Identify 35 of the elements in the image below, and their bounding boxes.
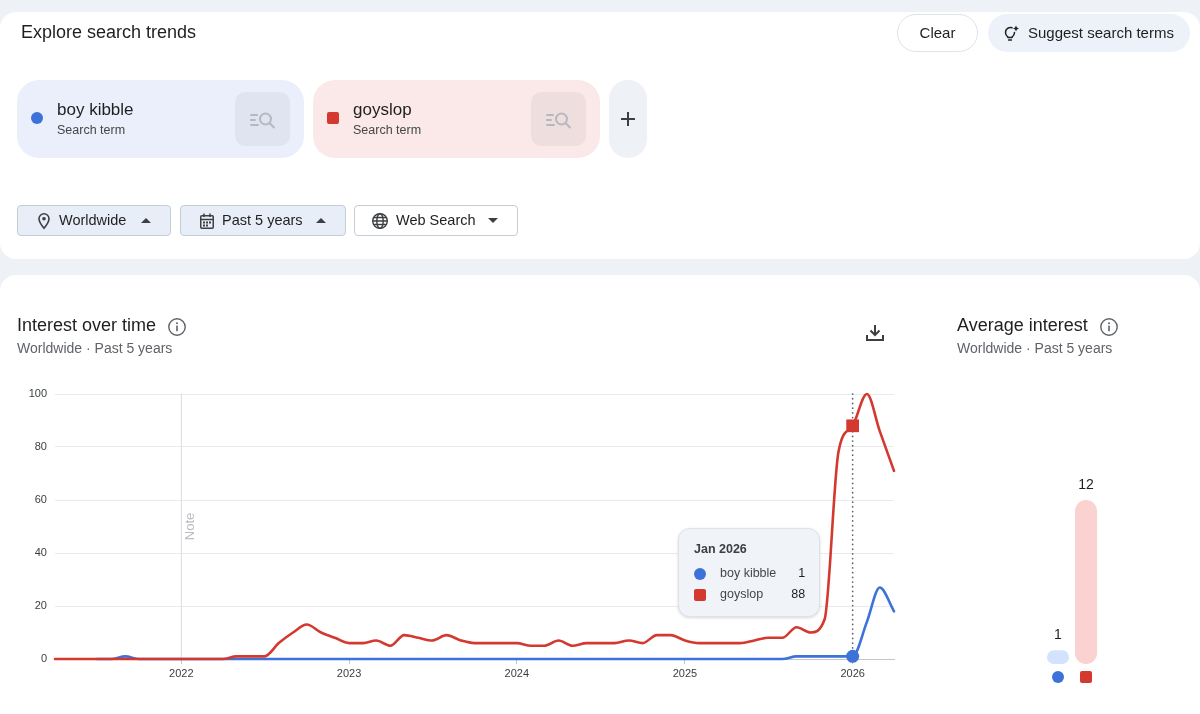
y-tick-label: 60 — [34, 493, 47, 506]
annotation: 88 — [790, 587, 806, 602]
x-tick-label: 2026 — [840, 666, 865, 679]
ref-line-label: Note — [181, 512, 197, 541]
clear-button[interactable]: Clear — [897, 14, 978, 52]
chart-subtitle: Worldwide · Past 5 years — [957, 340, 1113, 357]
search-term-card[interactable]: goyslop Search term — [313, 80, 600, 158]
chart-title: Interest over time — [17, 315, 157, 337]
date-range-dropdown[interactable]: Past 5 years — [180, 205, 346, 236]
y-tick-label: 20 — [34, 599, 47, 612]
line-series — [53, 392, 896, 661]
legend-label: goyslop — [720, 587, 764, 602]
legend-title: Jan 2026 — [694, 542, 748, 557]
legend-label: boy kibble — [720, 566, 777, 581]
x-tick-label: 2023 — [336, 666, 362, 679]
plus-button[interactable] — [609, 80, 647, 158]
chart-subtitle: Worldwide · Past 5 years — [17, 340, 173, 357]
x-tick-label: 2025 — [672, 666, 698, 679]
data-label: 1 — [1054, 626, 1063, 643]
x-tick-label: 2022 — [169, 666, 194, 679]
y-tick-label: 40 — [34, 546, 47, 559]
data-label: 12 — [1078, 475, 1094, 492]
y-tick-label: 80 — [34, 440, 47, 453]
location-dropdown[interactable]: Worldwide — [17, 205, 171, 236]
chart-title: Average interest — [957, 315, 1088, 337]
annotation: 1 — [797, 566, 806, 581]
search-type-dropdown[interactable]: Web Search — [354, 205, 518, 236]
y-tick-label: 0 — [40, 652, 47, 665]
x-tick-label: 2024 — [504, 666, 530, 679]
search-button[interactable] — [531, 92, 586, 146]
y-tick-label: 100 — [28, 387, 47, 400]
text: Explore search trends — [21, 22, 197, 44]
search-term-card[interactable]: boy kibble Search term — [17, 80, 304, 158]
search-button[interactable] — [235, 92, 290, 146]
suggest-button[interactable]: Suggest search terms — [988, 14, 1190, 52]
